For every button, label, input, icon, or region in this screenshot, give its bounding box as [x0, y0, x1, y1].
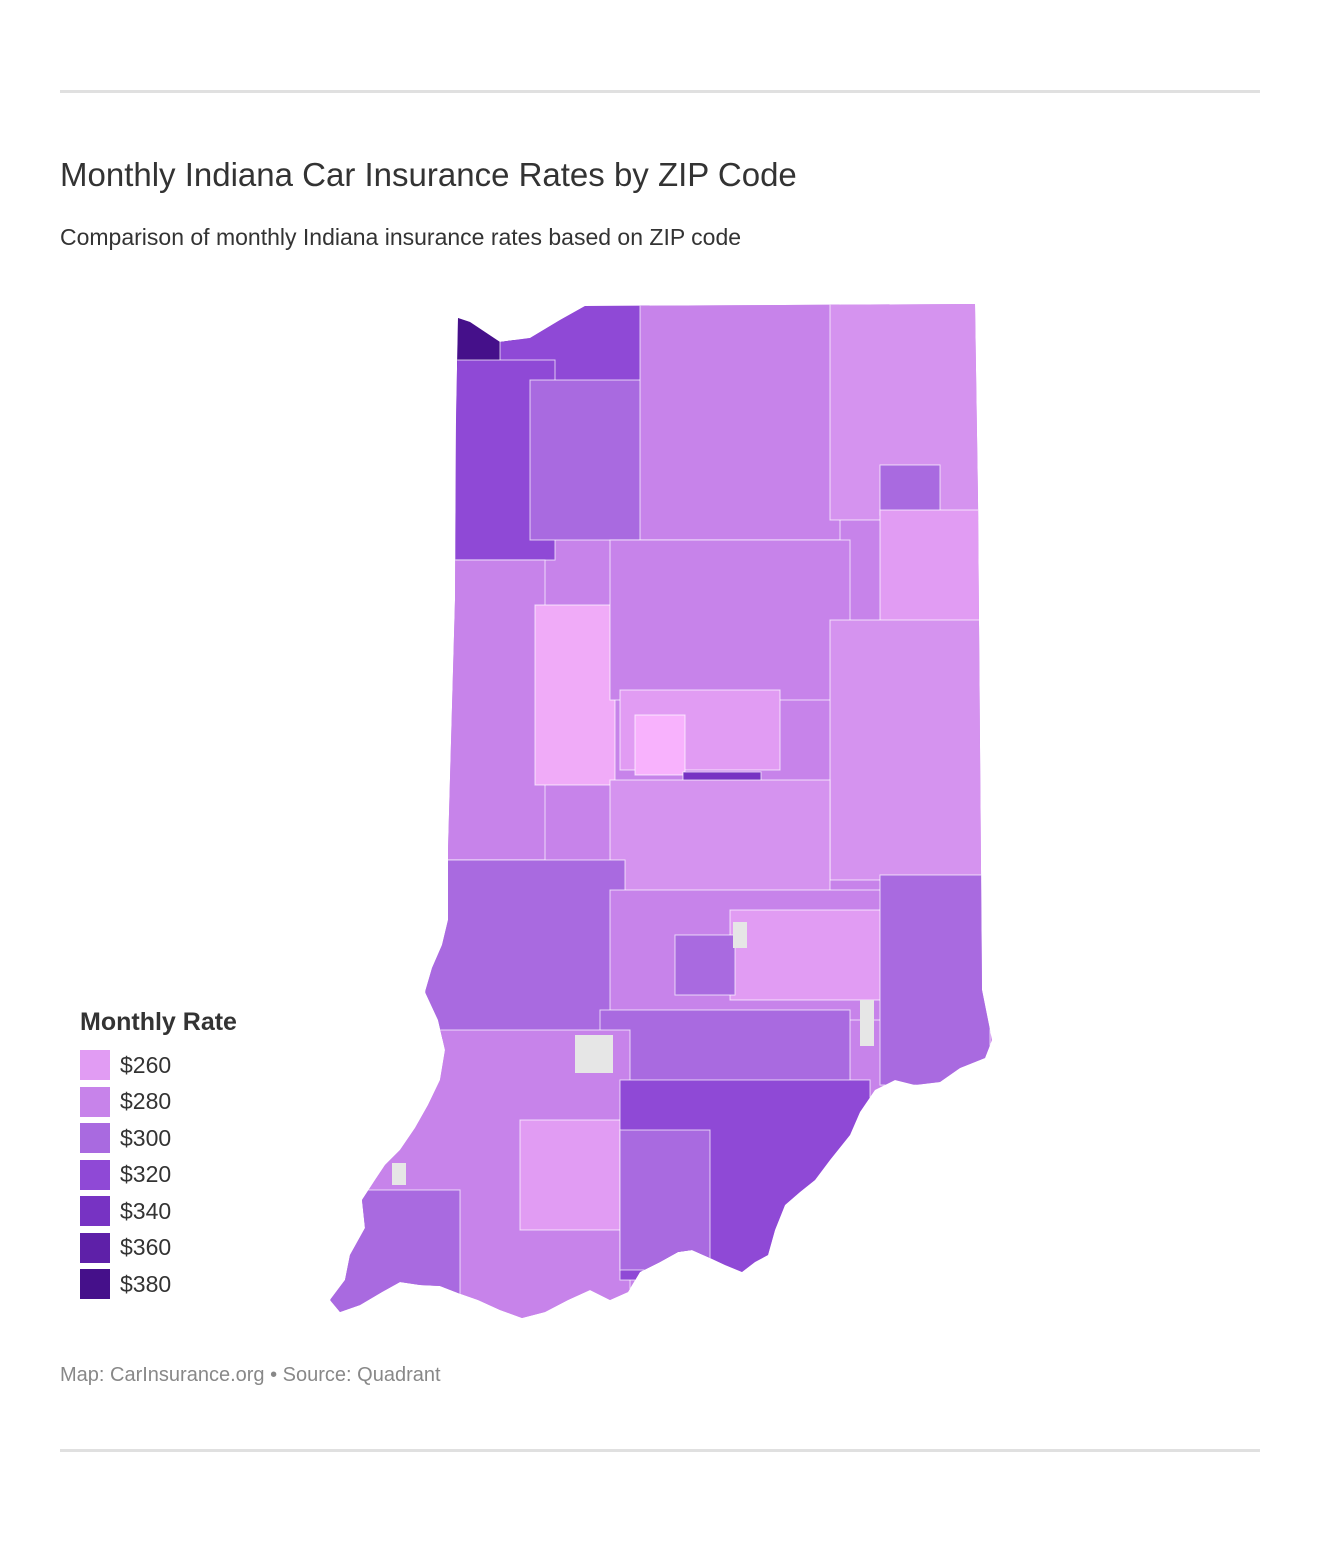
bottom-divider [60, 1449, 1260, 1452]
legend-item: $320 [80, 1157, 237, 1194]
region-south-ohio-mid [619, 1129, 711, 1271]
region-east-light [879, 509, 991, 631]
region-south-light [519, 1119, 631, 1231]
legend-label: $340 [120, 1197, 172, 1224]
no-data-area [392, 1163, 406, 1185]
legend-label: $360 [120, 1234, 172, 1261]
legend-item: $340 [80, 1193, 237, 1230]
top-divider [60, 90, 1260, 93]
region-evansville [330, 1189, 461, 1318]
region-central-north [609, 539, 851, 701]
region-fort-wayne [879, 464, 941, 516]
legend-swatch [80, 1269, 110, 1300]
legend-items: $260 $280 $300 $320 $340 $360 $380 [80, 1047, 237, 1303]
legend-label: $280 [120, 1088, 172, 1115]
region-east-central [829, 619, 991, 881]
legend-swatch [80, 1159, 110, 1190]
no-data-area [860, 1000, 874, 1046]
legend-label: $260 [120, 1051, 172, 1078]
legend-item: $300 [80, 1120, 237, 1157]
region-southwest-upper [424, 859, 626, 1041]
legend: Monthly Rate $260 $280 $300 $320 $340 $360 $38… [80, 1008, 237, 1303]
legend-swatch [80, 1196, 110, 1227]
legend-label: $320 [120, 1161, 172, 1188]
legend-swatch [80, 1232, 110, 1263]
legend-swatch [80, 1086, 110, 1117]
legend-swatch [80, 1123, 110, 1154]
region-light-blob [634, 714, 686, 776]
source-credit: Map: CarInsurance.org • Source: Quadrant [60, 1364, 441, 1386]
region-nw-inner [529, 379, 651, 541]
region-indy-ring [609, 779, 831, 901]
legend-title: Monthly Rate [80, 1008, 237, 1036]
region-lafayette-light [534, 604, 616, 786]
region-north-central [639, 304, 841, 541]
region-central-south-light [729, 909, 891, 1001]
legend-label: $300 [120, 1124, 172, 1151]
region-west-central [444, 559, 546, 861]
region-bloomington [674, 934, 736, 996]
no-data-area [733, 922, 747, 948]
legend-item: $260 [80, 1047, 237, 1084]
region-southeast [879, 874, 991, 1086]
chart-title: Monthly Indiana Car Insurance Rates by Z… [60, 156, 797, 193]
no-data-areas [392, 922, 874, 1185]
legend-item: $280 [80, 1084, 237, 1121]
legend-label: $380 [120, 1270, 172, 1297]
legend-item: $360 [80, 1230, 237, 1267]
legend-swatch [80, 1050, 110, 1081]
legend-item: $380 [80, 1266, 237, 1303]
chart-subtitle: Comparison of monthly Indiana insurance … [60, 224, 742, 250]
no-data-area [575, 1035, 613, 1073]
